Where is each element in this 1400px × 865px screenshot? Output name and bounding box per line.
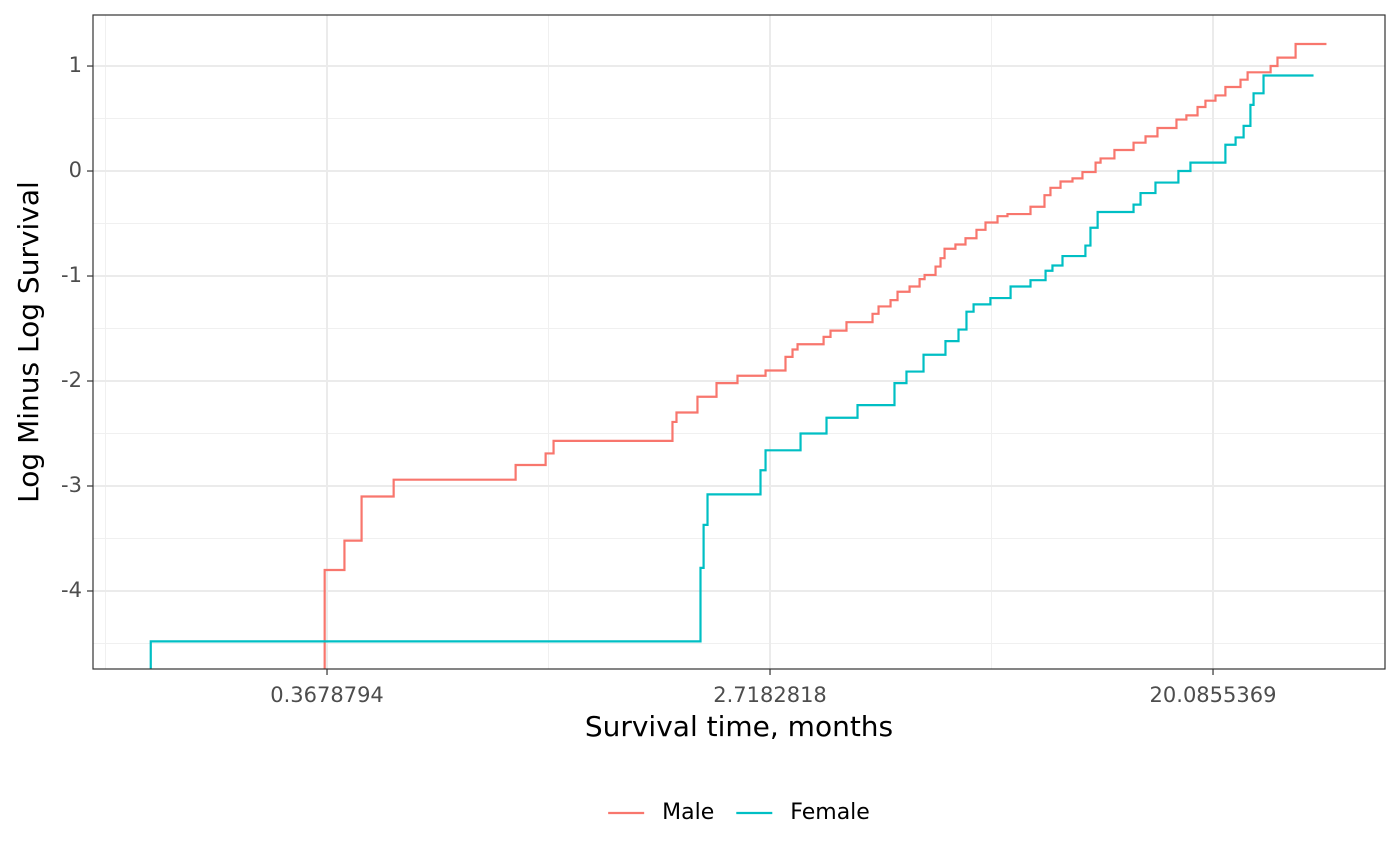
y-tick-label: 1 (69, 53, 82, 77)
panel-border (92, 14, 1386, 670)
plot-lines (149, 42, 1327, 669)
legend-label: Male (662, 800, 714, 825)
x-tick-label: 2.7182818 (713, 683, 827, 707)
x-tick-label: 0.3678794 (270, 683, 384, 707)
x-axis-title: Survival time, months (585, 710, 893, 743)
y-tick-label: 0 (69, 158, 82, 182)
series-line (323, 42, 1327, 669)
legend: Male Female (608, 800, 870, 825)
x-tick-label: 20.0855369 (1150, 683, 1277, 707)
grid (93, 15, 1385, 669)
axes: 0.3678794 2.7182818 20.0855369 -4 -3 -2 -1 0 1 (61, 53, 1276, 707)
legend-label: Female (790, 800, 870, 825)
series-line (149, 74, 1314, 669)
y-axis-title: Log Minus Log Survival (12, 181, 45, 503)
y-tick-label: -1 (61, 263, 82, 287)
y-tick-label: -4 (61, 578, 82, 602)
y-tick-label: -2 (61, 368, 82, 392)
y-tick-label: -3 (61, 473, 82, 497)
